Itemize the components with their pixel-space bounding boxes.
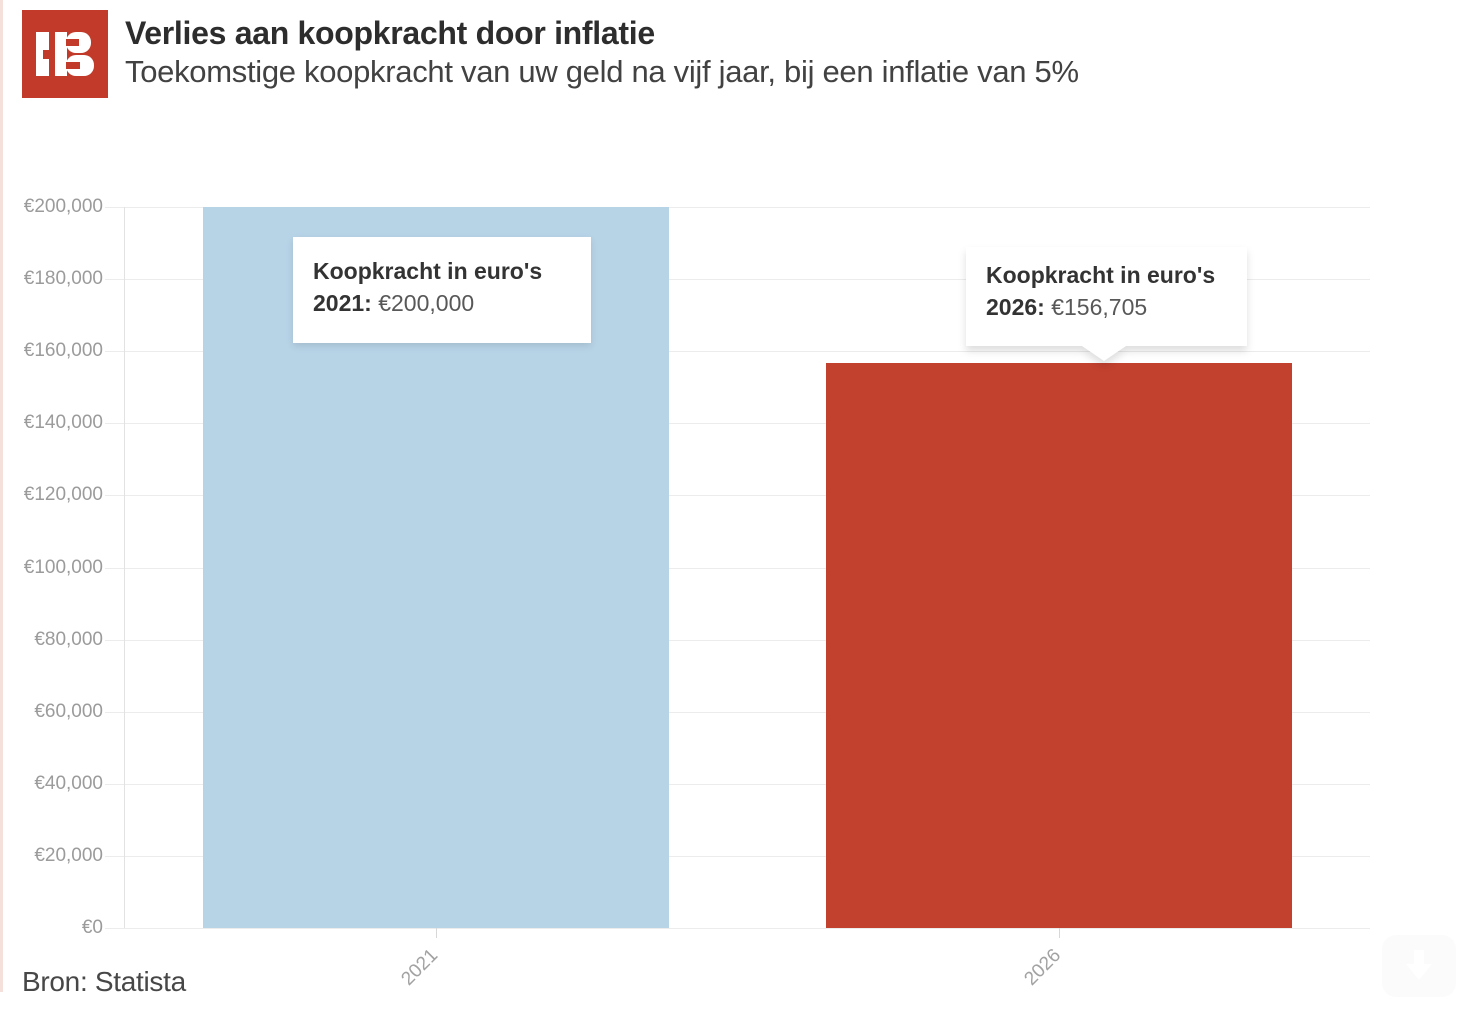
tooltip-title: Koopkracht in euro's (313, 258, 543, 284)
y-gridline (105, 855, 1370, 857)
tooltip-title: Koopkracht in euro's (986, 262, 1216, 288)
chart-header: Verlies aan koopkracht door inflatie Toe… (22, 10, 1079, 98)
y-axis-label: €100,000 (23, 556, 103, 578)
tooltip-pointer (1082, 346, 1126, 361)
source-credit: Bron: Statista (22, 966, 186, 997)
chart-subtitle: Toekomstige koopkracht van uw geld na vi… (125, 53, 1079, 89)
y-axis-label: €180,000 (23, 268, 103, 290)
y-axis-label: €40,000 (34, 772, 103, 794)
y-gridline (105, 783, 1370, 785)
page-left-edge (0, 0, 3, 992)
x-axis-label: 2026 (1020, 945, 1066, 990)
tooltip-2026: Koopkracht in euro's 2026: €156,705 (966, 247, 1247, 361)
y-gridline (105, 711, 1370, 713)
y-gridline (105, 928, 1370, 929)
tooltip-year: 2026: (986, 293, 1045, 320)
y-axis-label: €0 (81, 917, 103, 938)
y-axis-label: €80,000 (34, 628, 103, 650)
y-gridline (105, 495, 1370, 497)
y-axis-line (124, 207, 125, 928)
business-am-logo (22, 10, 108, 98)
y-gridline (105, 567, 1370, 569)
tooltip-value: €156,705 (1051, 293, 1148, 320)
x-tick (1058, 928, 1060, 938)
y-axis-label: €20,000 (34, 844, 103, 866)
y-gridline (105, 207, 1370, 208)
y-gridline (105, 423, 1370, 425)
tooltip-value-line: 2021: €200,000 (313, 287, 571, 320)
y-axis-label: €120,000 (23, 484, 103, 506)
x-axis-label: 2021 (397, 945, 443, 990)
bar-2026[interactable] (825, 363, 1292, 928)
chart-title: Verlies aan koopkracht door inflatie (125, 15, 655, 51)
tooltip-value-line: 2026: €156,705 (986, 291, 1227, 324)
x-tick (435, 928, 437, 938)
y-gridline (105, 279, 1370, 281)
tooltip-value: €200,000 (378, 289, 475, 316)
y-axis-label: €60,000 (34, 700, 103, 722)
tooltip-2021: Koopkracht in euro's 2021: €200,000 (293, 237, 591, 343)
download-arrow-icon (1406, 950, 1432, 980)
y-axis-label: €140,000 (23, 412, 103, 434)
y-gridline (105, 351, 1370, 353)
tooltip-year: 2021: (313, 289, 372, 316)
y-gridline (105, 639, 1370, 641)
y-axis-label: €160,000 (23, 340, 103, 362)
y-axis-label: €200,000 (23, 196, 103, 217)
download-button[interactable] (1382, 935, 1456, 997)
